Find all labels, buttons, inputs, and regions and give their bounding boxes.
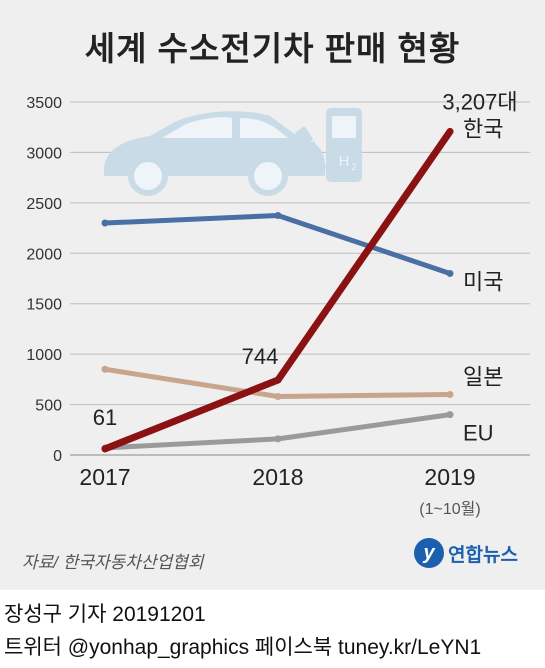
social-credit: 트위터 @yonhap_graphics 페이스북 tuney.kr/LeYN1 — [4, 636, 482, 659]
x-tick-note: (1~10월) — [419, 500, 480, 518]
data-point-EU — [274, 435, 282, 443]
hydrogen-station-icon: H 2 — [326, 108, 362, 182]
charging-plug-icon — [295, 126, 328, 170]
y-tick-label: 3000 — [26, 145, 62, 162]
y-tick-label: 1500 — [26, 297, 62, 314]
data-point-일본 — [101, 365, 109, 373]
data-point-미국 — [101, 219, 109, 227]
data-point-미국 — [446, 269, 454, 277]
data-point-한국 — [446, 128, 454, 136]
hydrogen-car-illustration: H 2 — [104, 108, 362, 196]
data-label: 744 — [242, 344, 279, 369]
yonhap-logo: y 연합뉴스 — [414, 538, 518, 568]
data-point-한국 — [274, 376, 282, 384]
car-wheel-icon — [128, 156, 168, 196]
svg-text:2: 2 — [351, 162, 356, 172]
y-tick-label: 500 — [35, 398, 62, 415]
data-point-일본 — [446, 390, 454, 398]
series-label-한국: 한국 — [463, 117, 503, 142]
y-axis-tick-labels: 0 500 1000 1500 2000 2500 3000 3500 — [26, 95, 62, 465]
y-tick-label: 1000 — [26, 347, 62, 364]
data-point-미국 — [274, 211, 282, 219]
source-note: 자료/ 한국자동차산업협회 — [22, 553, 204, 572]
data-label: 61 — [93, 405, 117, 430]
data-label: 3,207대 — [442, 90, 517, 115]
series-label-EU: EU — [463, 421, 494, 446]
series-lines — [101, 128, 454, 453]
reporter-credit: 장성구 기자 20191201 — [4, 603, 206, 626]
chart-card — [0, 0, 545, 590]
chart-title: 세계 수소전기차 판매 현황 — [84, 30, 461, 67]
series-label-미국: 미국 — [463, 269, 503, 294]
car-window-rear-icon — [240, 118, 288, 138]
series-line-미국 — [102, 212, 453, 276]
y-tick-label: 2500 — [26, 196, 62, 213]
car-wheel-icon — [248, 156, 288, 196]
car-window-icon — [162, 117, 232, 138]
x-tick-label: 2018 — [252, 464, 303, 490]
data-point-EU — [446, 411, 454, 419]
y-tick-label: 0 — [53, 448, 62, 465]
x-tick-label: 2017 — [79, 464, 130, 490]
data-point-한국 — [101, 445, 109, 453]
y-tick-label: 2000 — [26, 246, 62, 263]
data-point-일본 — [274, 393, 282, 401]
yonhap-logo-mark: y — [414, 538, 444, 568]
x-tick-label: 2019 — [424, 464, 475, 490]
x-axis-tick-labels: 2017 2018 2019 (1~10월) — [79, 464, 480, 518]
yonhap-logo-text: 연합뉴스 — [448, 544, 518, 566]
svg-text:H: H — [339, 153, 350, 170]
y-tick-label: 3500 — [26, 95, 62, 112]
series-label-일본: 일본 — [463, 364, 503, 389]
